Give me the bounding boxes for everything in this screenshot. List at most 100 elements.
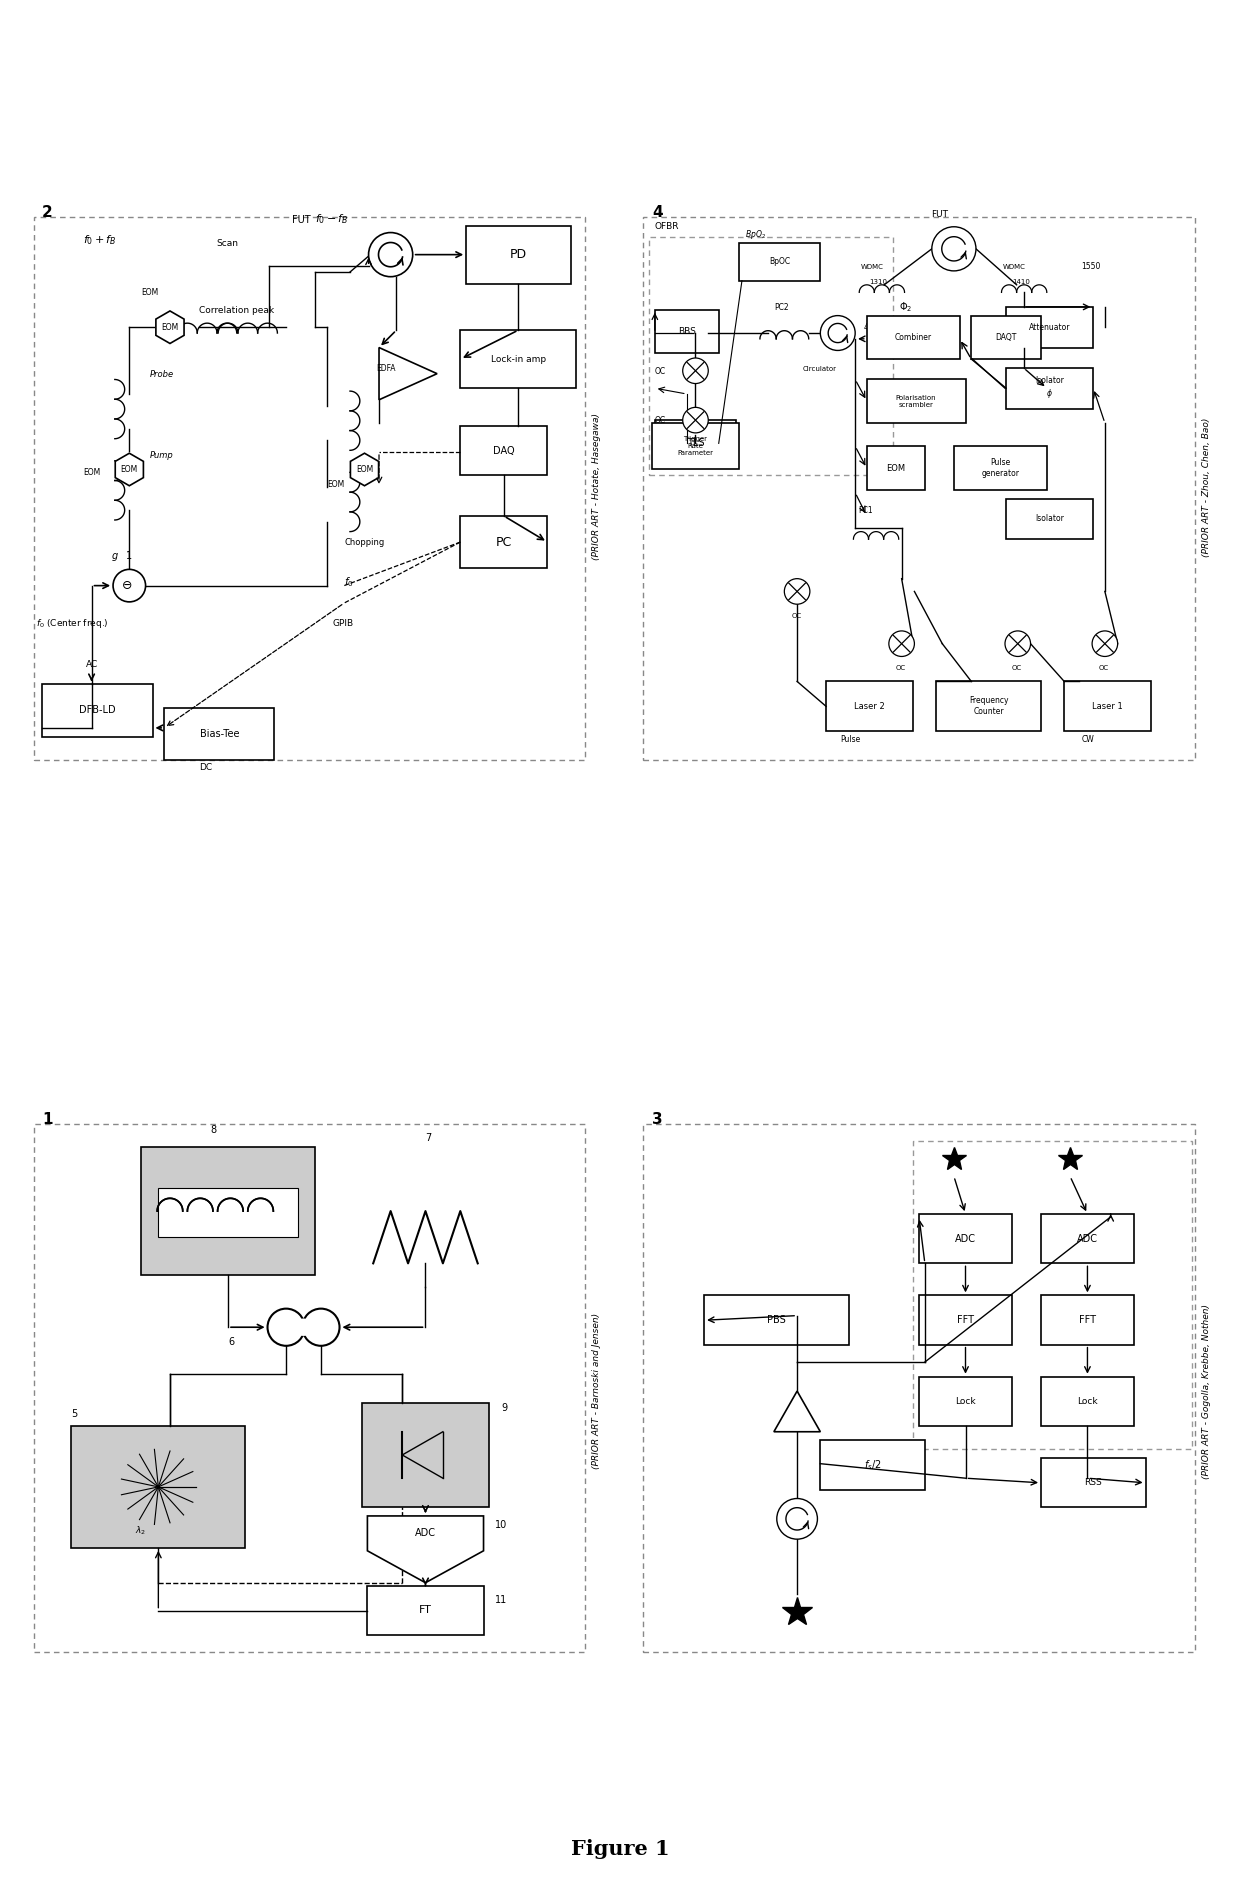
Text: EOM: EOM xyxy=(887,464,905,473)
Text: FUT: FUT xyxy=(931,210,947,220)
Text: PC2: PC2 xyxy=(774,302,789,312)
Text: 1550: 1550 xyxy=(1081,263,1101,270)
Bar xyxy=(141,1147,315,1275)
Text: OC: OC xyxy=(895,665,906,670)
Text: 10: 10 xyxy=(495,1519,507,1529)
Text: OC: OC xyxy=(1099,665,1110,670)
Bar xyxy=(164,708,274,761)
Bar xyxy=(867,379,966,423)
Text: Pulse
generator: Pulse generator xyxy=(981,458,1019,477)
Text: 1410: 1410 xyxy=(1012,278,1030,285)
Bar xyxy=(1006,306,1094,347)
Bar xyxy=(159,1189,298,1238)
Text: Pulse: Pulse xyxy=(841,736,861,744)
Text: EOM: EOM xyxy=(141,289,159,297)
Bar xyxy=(1042,1213,1133,1264)
Text: OC: OC xyxy=(791,612,801,618)
Bar xyxy=(1042,1296,1133,1345)
Text: Lock: Lock xyxy=(1078,1397,1097,1407)
Text: PBS: PBS xyxy=(768,1315,786,1326)
Text: PC1: PC1 xyxy=(858,505,873,515)
Circle shape xyxy=(889,631,914,657)
Bar xyxy=(1006,498,1094,539)
Bar xyxy=(649,237,893,475)
Text: AC: AC xyxy=(86,659,98,669)
Text: $\lambda_2$: $\lambda_2$ xyxy=(135,1525,146,1536)
Text: DC: DC xyxy=(198,762,212,772)
Text: OC: OC xyxy=(1012,665,1022,670)
Text: WDMC: WDMC xyxy=(861,265,884,270)
Bar xyxy=(652,423,739,470)
Bar xyxy=(739,242,821,282)
Text: PC: PC xyxy=(496,535,512,548)
Text: 9: 9 xyxy=(501,1403,507,1414)
Text: EOM: EOM xyxy=(161,323,179,332)
Bar xyxy=(655,421,737,466)
Bar xyxy=(71,1425,246,1547)
Text: GPIB: GPIB xyxy=(332,620,353,629)
Text: ADC: ADC xyxy=(1078,1234,1097,1243)
Text: $\Phi_2$: $\Phi_2$ xyxy=(899,300,913,314)
Bar xyxy=(867,447,925,490)
Text: DAQT: DAQT xyxy=(996,332,1017,342)
Bar xyxy=(460,426,547,475)
Text: $\ominus$: $\ominus$ xyxy=(120,578,131,592)
Text: EOM: EOM xyxy=(83,468,100,477)
Text: (PRIOR ART - Barnoski and Jensen): (PRIOR ART - Barnoski and Jensen) xyxy=(593,1313,601,1469)
Circle shape xyxy=(368,233,413,276)
Circle shape xyxy=(295,1318,312,1335)
Text: OC: OC xyxy=(655,366,666,376)
Text: Attenuator: Attenuator xyxy=(1029,323,1070,332)
Polygon shape xyxy=(115,453,144,486)
Circle shape xyxy=(303,1309,340,1347)
Polygon shape xyxy=(156,312,184,344)
Bar xyxy=(460,331,577,389)
Text: $f_0 - f_B$: $f_0 - f_B$ xyxy=(315,212,348,227)
Text: FFT: FFT xyxy=(1079,1315,1096,1326)
Text: EOM: EOM xyxy=(356,466,373,473)
Polygon shape xyxy=(367,1516,484,1583)
Text: Chopping: Chopping xyxy=(345,537,384,546)
Text: EOM: EOM xyxy=(120,466,138,473)
Text: FFT: FFT xyxy=(957,1315,973,1326)
Bar xyxy=(1006,368,1094,409)
Bar xyxy=(954,447,1047,490)
Bar xyxy=(821,1440,925,1489)
Text: (PRIOR ART - Hotate, Hasegawa): (PRIOR ART - Hotate, Hasegawa) xyxy=(593,413,601,560)
Bar xyxy=(919,1296,1012,1345)
Text: RSS: RSS xyxy=(1085,1478,1102,1487)
Text: EOM: EOM xyxy=(327,481,343,488)
Text: OC: OC xyxy=(655,417,666,424)
Text: Lock-in amp: Lock-in amp xyxy=(491,355,546,364)
Bar xyxy=(460,516,547,569)
Text: TLS: TLS xyxy=(687,438,704,449)
Bar xyxy=(1064,682,1151,731)
Text: 1: 1 xyxy=(126,552,133,562)
Bar xyxy=(919,1213,1012,1264)
Bar xyxy=(826,682,913,731)
Text: g: g xyxy=(112,552,118,562)
Polygon shape xyxy=(379,347,436,400)
Text: $f_0$: $f_0$ xyxy=(345,577,353,590)
Bar xyxy=(867,316,960,359)
Text: 8: 8 xyxy=(211,1125,217,1134)
Text: Laser 1: Laser 1 xyxy=(1092,702,1123,710)
Text: ADC: ADC xyxy=(955,1234,976,1243)
Text: BBS: BBS xyxy=(678,327,696,336)
Bar xyxy=(367,1585,484,1636)
Text: $f_0 + f_B$: $f_0 + f_B$ xyxy=(83,233,117,246)
Text: DFB-LD: DFB-LD xyxy=(79,706,115,716)
Circle shape xyxy=(113,569,145,601)
Text: $f_s/2$: $f_s/2$ xyxy=(864,1457,882,1472)
Text: DAQ: DAQ xyxy=(494,445,515,456)
Text: CW: CW xyxy=(1081,736,1095,744)
Bar xyxy=(919,1377,1012,1425)
Text: Trigger
Rate
Parameter: Trigger Rate Parameter xyxy=(677,436,713,456)
Circle shape xyxy=(683,359,708,383)
Text: 4: 4 xyxy=(652,205,662,220)
Text: BpOC: BpOC xyxy=(769,257,790,267)
Text: Correlation peak: Correlation peak xyxy=(198,306,274,316)
Bar xyxy=(971,316,1042,359)
Bar xyxy=(1042,1377,1133,1425)
Text: FT: FT xyxy=(419,1606,432,1615)
